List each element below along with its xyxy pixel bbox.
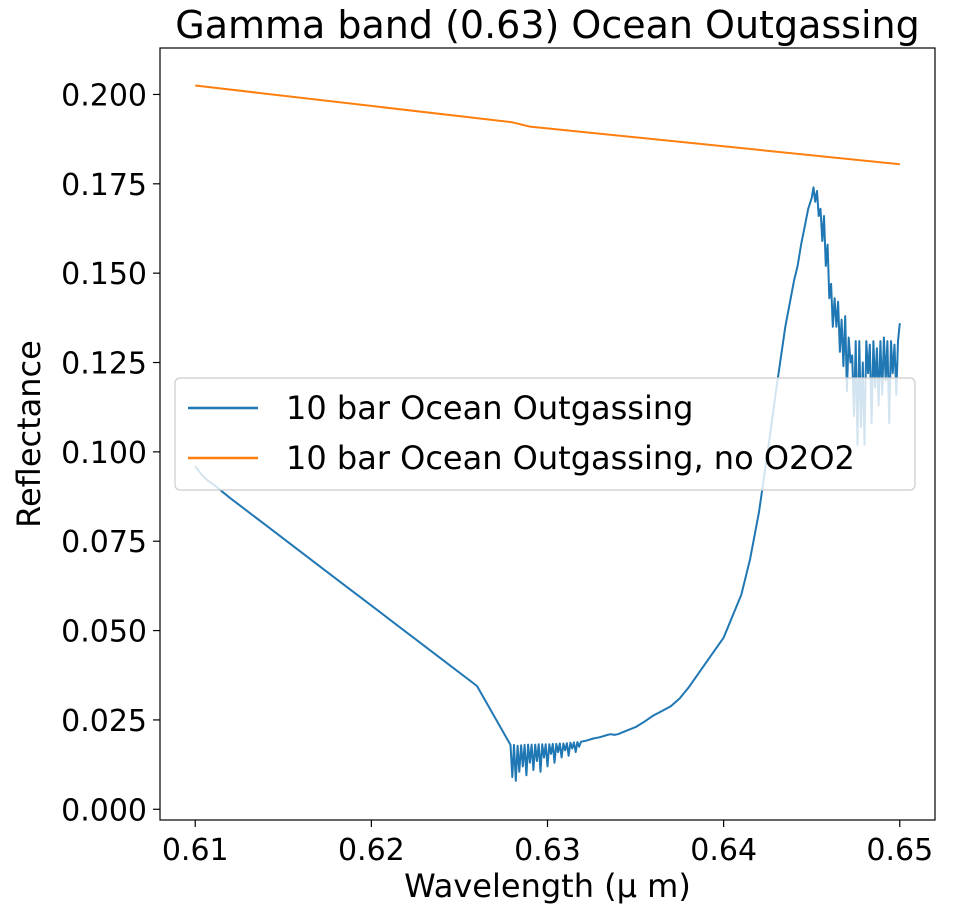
legend-label-ocean-outgassing: 10 bar Ocean Outgassing [286,389,693,427]
y-tick-label: 0.100 [61,436,147,471]
series-line-1 [195,84,900,166]
legend-label-no-o2o2: 10 bar Ocean Outgassing, no O2O2 [286,439,855,477]
y-tick-label: 0.000 [61,793,147,828]
x-tick-label: 0.65 [866,833,933,868]
y-tick-label: 0.175 [61,168,147,203]
x-tick-label: 0.64 [690,833,757,868]
x-axis-label: Wavelength (μ m) [404,867,691,905]
y-tick-label: 0.150 [61,257,147,292]
y-tick-label: 0.125 [61,347,147,382]
y-tick-label: 0.075 [61,525,147,560]
y-axis: 0.000 0.025 0.050 0.075 0.100 0.125 0.150 0.175… [61,78,160,828]
y-axis-label: Reflectance [10,340,48,528]
y-tick-label: 0.200 [61,78,147,113]
x-tick-label: 0.61 [162,833,229,868]
chart-title: Gamma band (0.63) Ocean Outgassing [175,3,919,47]
y-tick-label: 0.050 [61,615,147,650]
x-axis: 0.61 0.62 0.63 0.64 0.65 [162,820,933,868]
x-tick-label: 0.63 [514,833,581,868]
x-tick-label: 0.62 [338,833,405,868]
legend-box [174,377,916,491]
y-tick-label: 0.025 [61,704,147,739]
legend: 10 bar Ocean Outgassing 10 bar Ocean Out… [174,377,916,491]
